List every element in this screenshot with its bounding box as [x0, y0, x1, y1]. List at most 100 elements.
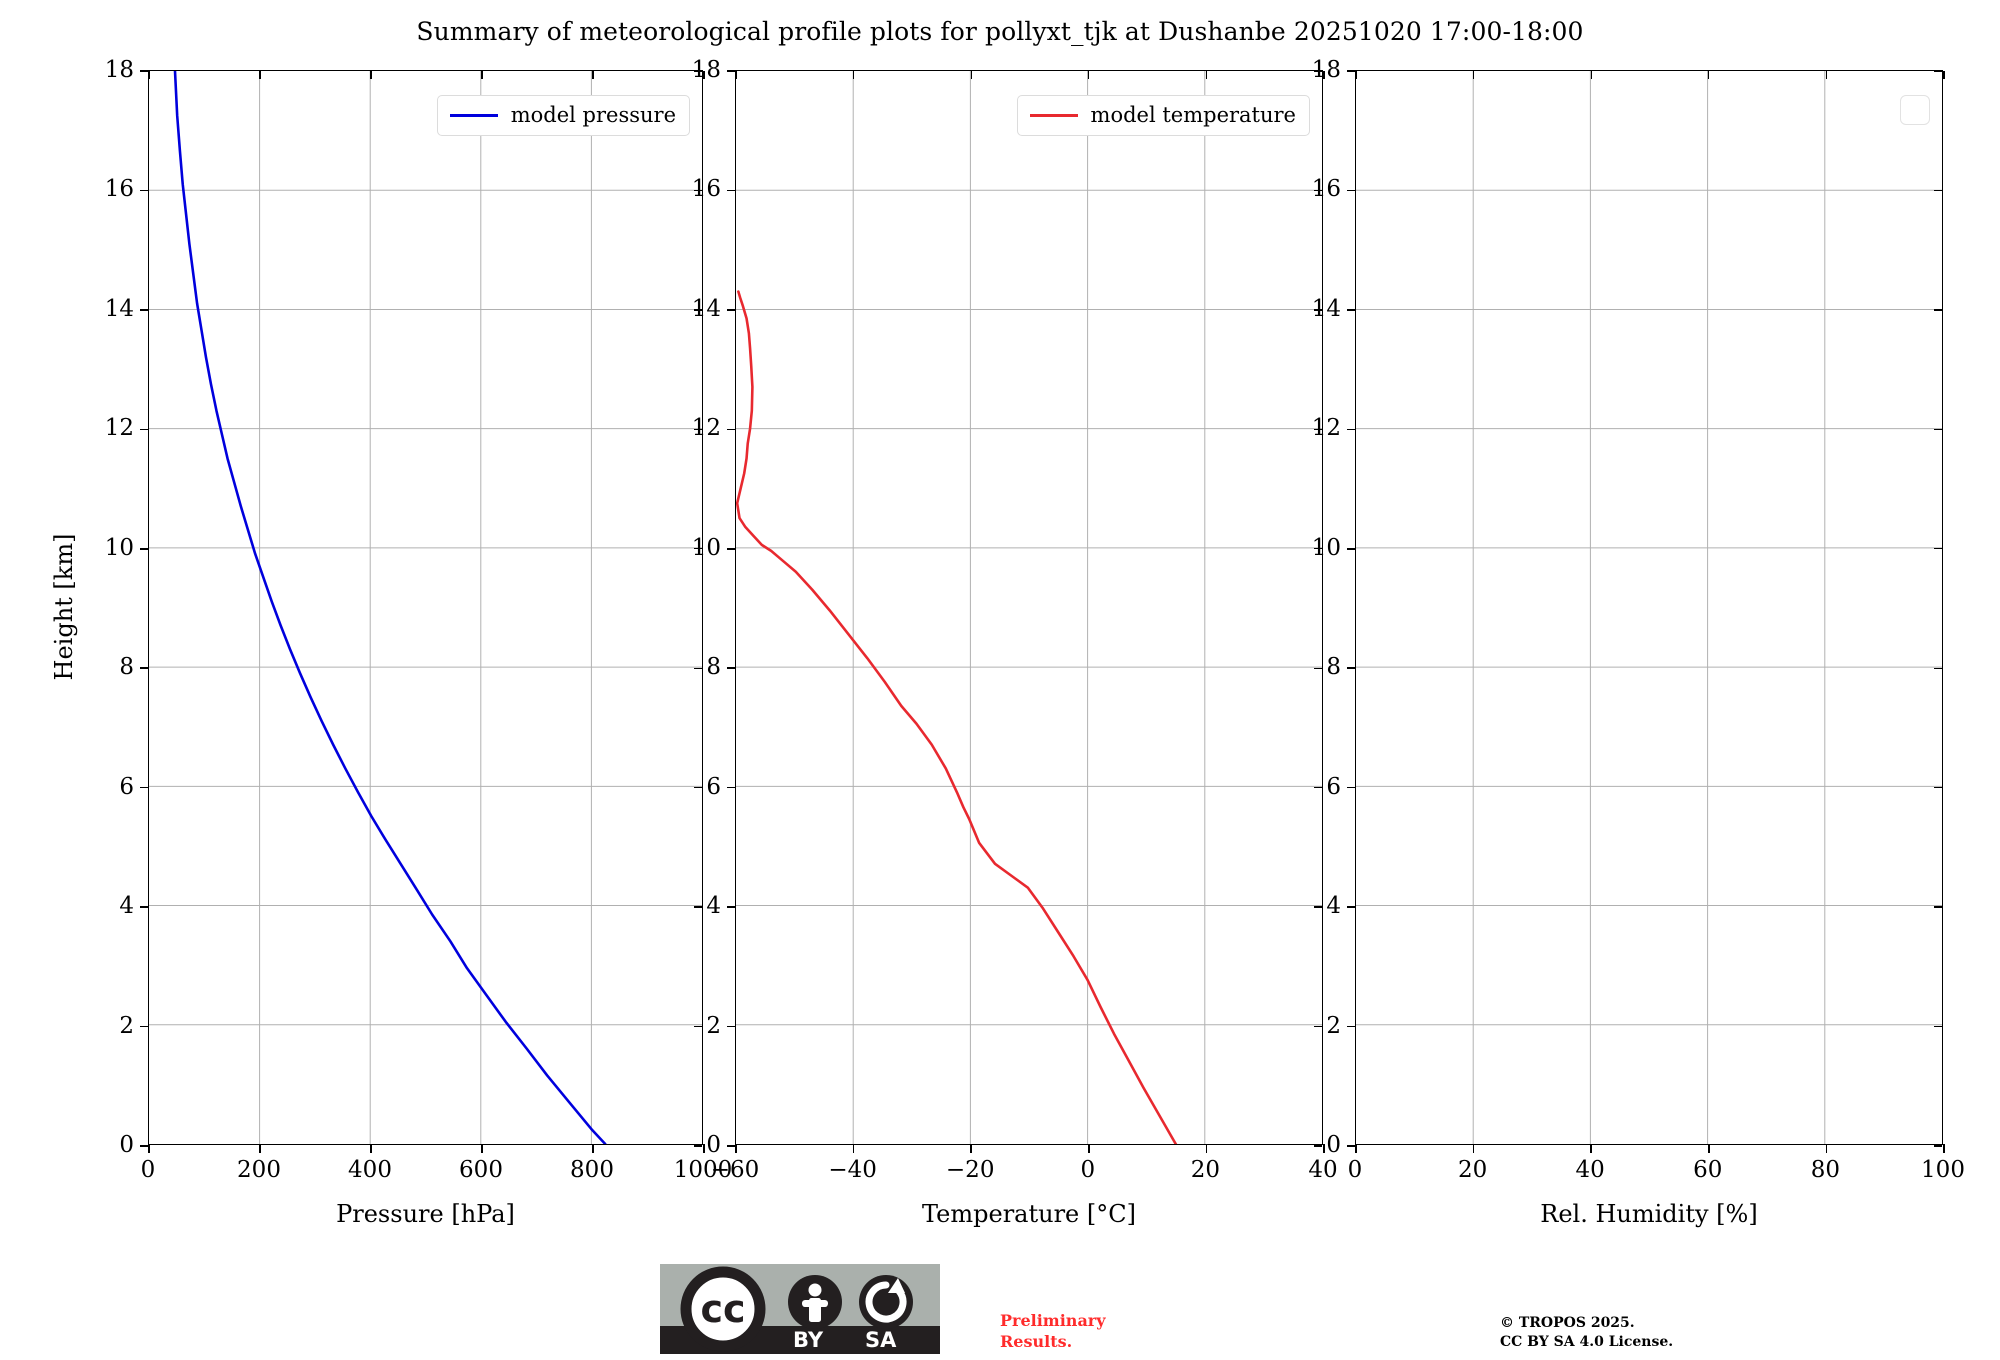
y-tick-label-pressure: 16	[104, 176, 134, 203]
y-tick-temperature	[727, 667, 736, 670]
y-tick-label-humidity: 10	[1311, 534, 1341, 561]
x-axis-title-temperature: Temperature [°C]	[922, 1200, 1136, 1228]
y-tick-pressure	[140, 547, 149, 550]
series-pressure	[173, 71, 607, 1144]
y-tick-right-humidity	[1934, 309, 1942, 311]
x-tick-label-pressure: 600	[459, 1157, 503, 1183]
legend-temperature[interactable]: model temperature	[1016, 95, 1310, 136]
copyright-line-1: © TROPOS 2025.	[1500, 1315, 1635, 1331]
x-tick-top-humidity	[1355, 71, 1357, 79]
x-tick-label-temperature: 40	[1308, 1157, 1338, 1183]
y-tick-right-pressure	[694, 906, 702, 908]
x-tick-label-temperature: −60	[710, 1157, 760, 1183]
x-tick-top-humidity	[1825, 71, 1828, 79]
x-tick-label-humidity: 80	[1810, 1157, 1841, 1183]
x-tick-temperature	[852, 1144, 855, 1153]
preliminary-results-note: Preliminary Results.	[1000, 1310, 1106, 1352]
y-tick-label-temperature: 12	[691, 415, 721, 442]
x-tick-temperature	[1088, 1144, 1090, 1153]
legend-label-pressure: model pressure	[510, 103, 676, 127]
y-tick-pressure	[140, 1025, 149, 1028]
cc-circle-icon: cc	[680, 1266, 766, 1352]
y-tick-pressure	[140, 189, 149, 192]
x-tick-top-pressure	[592, 71, 594, 79]
legend-humidity-empty[interactable]	[1900, 95, 1930, 125]
legend-label-temperature: model temperature	[1090, 103, 1296, 127]
y-tick-right-temperature	[1314, 70, 1322, 72]
y-tick-right-humidity	[1934, 787, 1942, 789]
y-tick-label-humidity: 18	[1311, 57, 1341, 83]
x-tick-temperature	[970, 1144, 972, 1153]
y-tick-right-temperature	[1314, 428, 1322, 430]
y-tick-label-pressure: 2	[119, 1012, 134, 1039]
x-tick-top-temperature	[1205, 71, 1208, 79]
y-tick-label-temperature: 14	[691, 295, 721, 322]
x-tick-label-pressure: 800	[570, 1157, 614, 1183]
y-tick-pressure	[140, 309, 149, 311]
x-tick-humidity	[1825, 1144, 1828, 1153]
y-tick-label-temperature: 8	[706, 654, 721, 681]
y-tick-pressure	[140, 1145, 149, 1147]
cc-by-label: BY	[793, 1328, 824, 1352]
y-tick-right-humidity	[1934, 428, 1942, 430]
svg-text:cc: cc	[700, 1287, 745, 1331]
y-tick-right-temperature	[1314, 548, 1322, 550]
panel-humidity	[1347, 70, 1945, 1153]
x-tick-humidity	[1472, 1144, 1475, 1153]
y-tick-label-pressure: 10	[104, 534, 134, 561]
x-tick-label-humidity: 20	[1457, 1157, 1488, 1183]
y-tick-temperature	[727, 547, 736, 550]
x-axis-title-pressure: Pressure [hPa]	[336, 1200, 515, 1228]
y-tick-right-pressure	[694, 548, 702, 550]
y-tick-right-temperature	[1314, 667, 1322, 669]
y-tick-right-humidity	[1934, 1145, 1942, 1147]
x-tick-pressure	[259, 1144, 261, 1153]
x-tick-top-pressure	[481, 71, 483, 79]
y-tick-right-pressure	[694, 787, 702, 789]
y-tick-right-temperature	[1314, 906, 1322, 908]
y-tick-label-temperature: 0	[706, 1132, 721, 1158]
y-tick-label-pressure: 12	[104, 415, 134, 442]
x-tick-temperature	[1205, 1144, 1208, 1153]
y-tick-right-humidity	[1934, 906, 1942, 908]
y-tick-label-humidity: 2	[1326, 1012, 1341, 1039]
x-tick-label-pressure: 200	[237, 1157, 281, 1183]
y-tick-label-pressure: 6	[119, 773, 134, 800]
y-tick-humidity	[1347, 309, 1356, 311]
panel-pressure: model pressure	[140, 70, 705, 1153]
x-tick-pressure	[703, 1144, 705, 1153]
y-tick-label-pressure: 0	[119, 1132, 134, 1158]
y-tick-temperature	[727, 1025, 736, 1028]
y-tick-right-pressure	[694, 1145, 702, 1147]
y-tick-right-humidity	[1934, 1025, 1942, 1028]
x-tick-pressure	[148, 1144, 150, 1153]
y-tick-right-pressure	[694, 309, 702, 311]
y-tick-humidity	[1347, 1145, 1356, 1147]
x-tick-top-pressure	[259, 71, 261, 79]
x-tick-label-humidity: 60	[1693, 1157, 1723, 1183]
y-tick-right-temperature	[1314, 1025, 1322, 1028]
x-tick-label-temperature: 0	[1080, 1157, 1096, 1183]
x-tick-label-humidity: 0	[1347, 1157, 1363, 1183]
y-tick-temperature	[727, 189, 736, 192]
y-tick-label-temperature: 16	[691, 176, 721, 203]
y-tick-humidity	[1347, 189, 1356, 192]
legend-pressure[interactable]: model pressure	[436, 95, 690, 136]
y-tick-label-temperature: 10	[691, 534, 721, 561]
x-tick-top-temperature	[1323, 71, 1325, 79]
x-tick-label-temperature: −20	[945, 1157, 995, 1183]
y-tick-right-humidity	[1934, 189, 1942, 192]
y-tick-label-temperature: 6	[706, 773, 721, 800]
page-title: Summary of meteorological profile plots …	[416, 17, 1584, 46]
x-tick-label-humidity: 40	[1575, 1157, 1605, 1183]
x-tick-pressure	[370, 1144, 372, 1153]
y-tick-temperature	[727, 70, 736, 72]
y-tick-humidity	[1347, 70, 1356, 72]
x-tick-label-temperature: 20	[1190, 1157, 1221, 1183]
y-tick-label-temperature: 18	[691, 57, 721, 83]
copyright-line-2: CC BY SA 4.0 License.	[1500, 1334, 1674, 1351]
x-tick-temperature	[735, 1144, 737, 1153]
y-tick-label-humidity: 8	[1326, 654, 1341, 681]
y-tick-right-temperature	[1314, 189, 1322, 192]
